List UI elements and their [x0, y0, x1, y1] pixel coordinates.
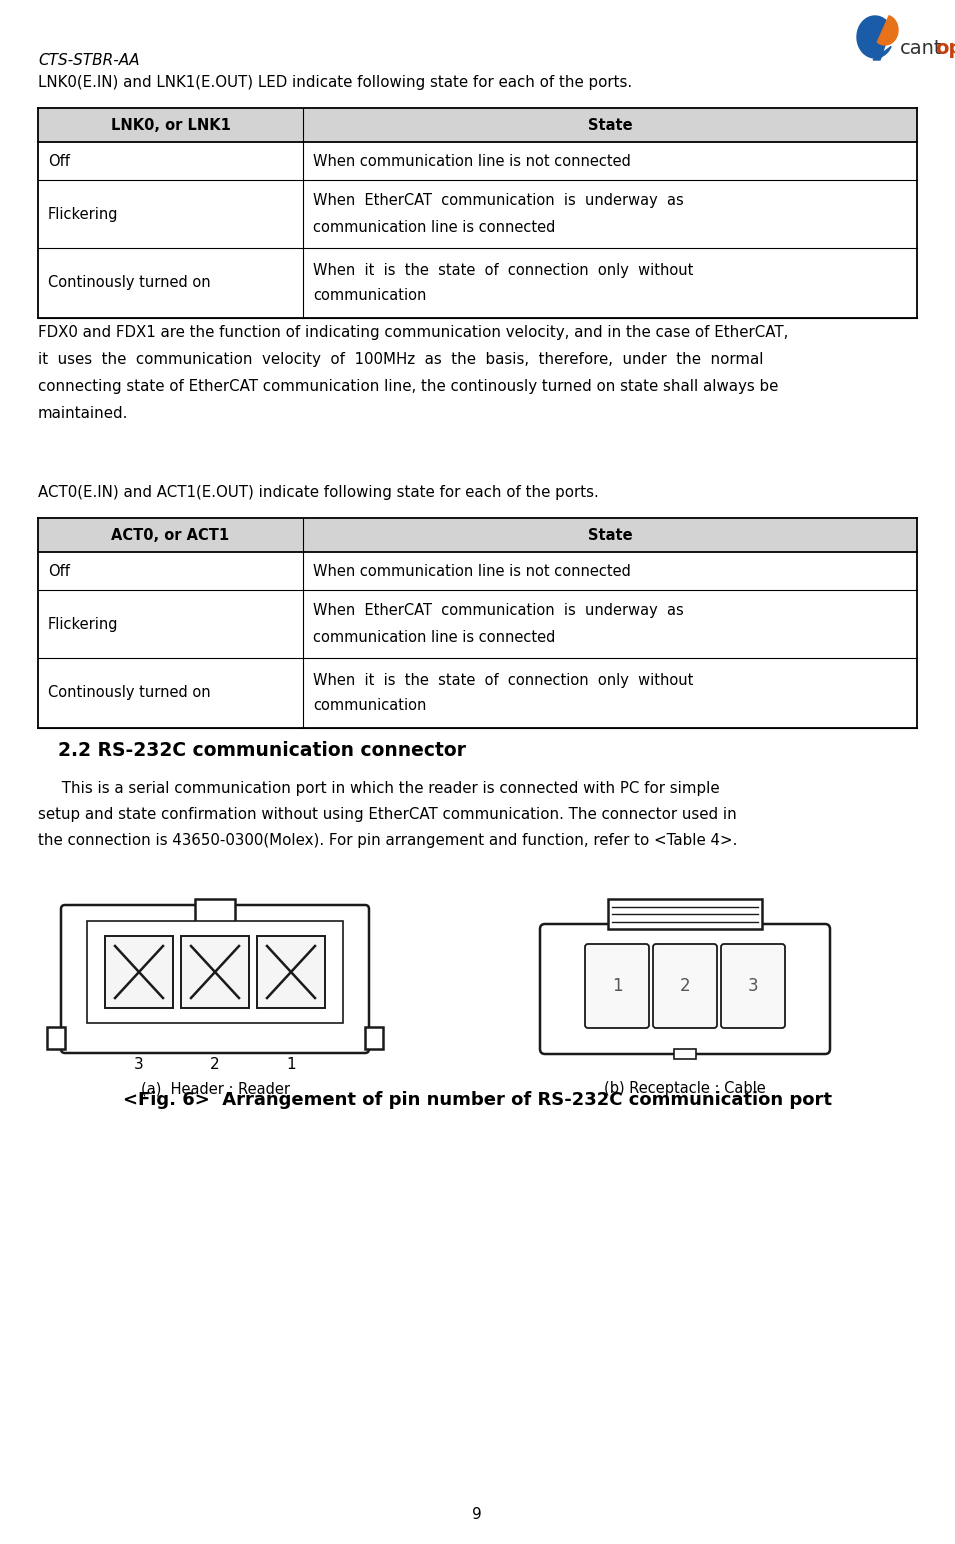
Text: communication: communication — [313, 698, 426, 713]
FancyBboxPatch shape — [61, 905, 369, 1053]
Bar — [608, 899, 762, 929]
Text: Flickering: Flickering — [48, 207, 118, 221]
Text: 3: 3 — [748, 977, 758, 994]
Text: 2.2 RS-232C communication connector: 2.2 RS-232C communication connector — [58, 741, 466, 760]
Bar — [38, 517, 917, 553]
Bar — [195, 899, 235, 926]
Text: communication: communication — [313, 289, 426, 304]
Text: 3: 3 — [134, 1058, 144, 1072]
Bar — [47, 1027, 65, 1048]
Text: 2: 2 — [680, 977, 690, 994]
Bar — [87, 922, 343, 1024]
Text: Off: Off — [48, 564, 70, 579]
Text: ops: ops — [935, 39, 955, 59]
Text: <Fig. 6>  Arrangement of pin number of RS-232C communication port: <Fig. 6> Arrangement of pin number of RS… — [122, 1092, 832, 1109]
Text: maintained.: maintained. — [38, 406, 128, 422]
Text: When  it  is  the  state  of  connection  only  without: When it is the state of connection only … — [313, 262, 693, 278]
Polygon shape — [878, 15, 898, 45]
Text: 1: 1 — [286, 1058, 296, 1072]
Text: ACT0(E.IN) and ACT1(E.OUT) indicate following state for each of the ports.: ACT0(E.IN) and ACT1(E.OUT) indicate foll… — [38, 485, 599, 500]
Text: it  uses  the  communication  velocity  of  100MHz  as  the  basis,  therefore, : it uses the communication velocity of 10… — [38, 352, 763, 367]
FancyBboxPatch shape — [653, 943, 717, 1028]
Text: State: State — [587, 117, 632, 133]
Text: This is a serial communication port in which the reader is connected with PC for: This is a serial communication port in w… — [38, 781, 720, 797]
Text: communication line is connected: communication line is connected — [313, 219, 556, 235]
Text: State: State — [587, 528, 632, 542]
Text: communication line is connected: communication line is connected — [313, 630, 556, 644]
Text: When  EtherCAT  communication  is  underway  as: When EtherCAT communication is underway … — [313, 604, 684, 619]
Text: When communication line is not connected: When communication line is not connected — [313, 564, 631, 579]
Text: cant: cant — [900, 39, 943, 59]
Bar — [181, 936, 249, 1008]
Text: setup and state confirmation without using EtherCAT communication. The connector: setup and state confirmation without usi… — [38, 808, 736, 821]
Text: LNK0(E.IN) and LNK1(E.OUT) LED indicate following state for each of the ports.: LNK0(E.IN) and LNK1(E.OUT) LED indicate … — [38, 76, 632, 90]
Text: connecting state of EtherCAT communication line, the continously turned on state: connecting state of EtherCAT communicati… — [38, 378, 778, 394]
Text: CTS-STBR-AA: CTS-STBR-AA — [38, 52, 139, 68]
Text: FDX0 and FDX1 are the function of indicating communication velocity, and in the : FDX0 and FDX1 are the function of indica… — [38, 324, 789, 340]
Bar — [365, 1027, 383, 1048]
Text: When  it  is  the  state  of  connection  only  without: When it is the state of connection only … — [313, 673, 693, 687]
Text: (b) Receptacle : Cable: (b) Receptacle : Cable — [605, 1081, 766, 1096]
Text: (a)  Header : Reader: (a) Header : Reader — [140, 1081, 289, 1096]
Text: ACT0, or ACT1: ACT0, or ACT1 — [112, 528, 229, 542]
Bar — [105, 936, 173, 1008]
Text: 1: 1 — [612, 977, 623, 994]
Text: the connection is 43650-0300(Molex). For pin arrangement and function, refer to : the connection is 43650-0300(Molex). For… — [38, 834, 737, 848]
Bar — [257, 936, 325, 1008]
FancyBboxPatch shape — [585, 943, 649, 1028]
FancyBboxPatch shape — [540, 923, 830, 1055]
Polygon shape — [857, 15, 891, 60]
Text: Continously turned on: Continously turned on — [48, 686, 211, 701]
Bar — [674, 1048, 696, 1059]
Text: Flickering: Flickering — [48, 616, 118, 631]
Bar — [38, 108, 917, 142]
Text: 9: 9 — [472, 1507, 482, 1522]
Text: When  EtherCAT  communication  is  underway  as: When EtherCAT communication is underway … — [313, 193, 684, 208]
FancyBboxPatch shape — [721, 943, 785, 1028]
Text: 2: 2 — [210, 1058, 220, 1072]
Text: LNK0, or LNK1: LNK0, or LNK1 — [111, 117, 230, 133]
Text: When communication line is not connected: When communication line is not connected — [313, 153, 631, 168]
Text: Off: Off — [48, 153, 70, 168]
Text: Continously turned on: Continously turned on — [48, 275, 211, 290]
